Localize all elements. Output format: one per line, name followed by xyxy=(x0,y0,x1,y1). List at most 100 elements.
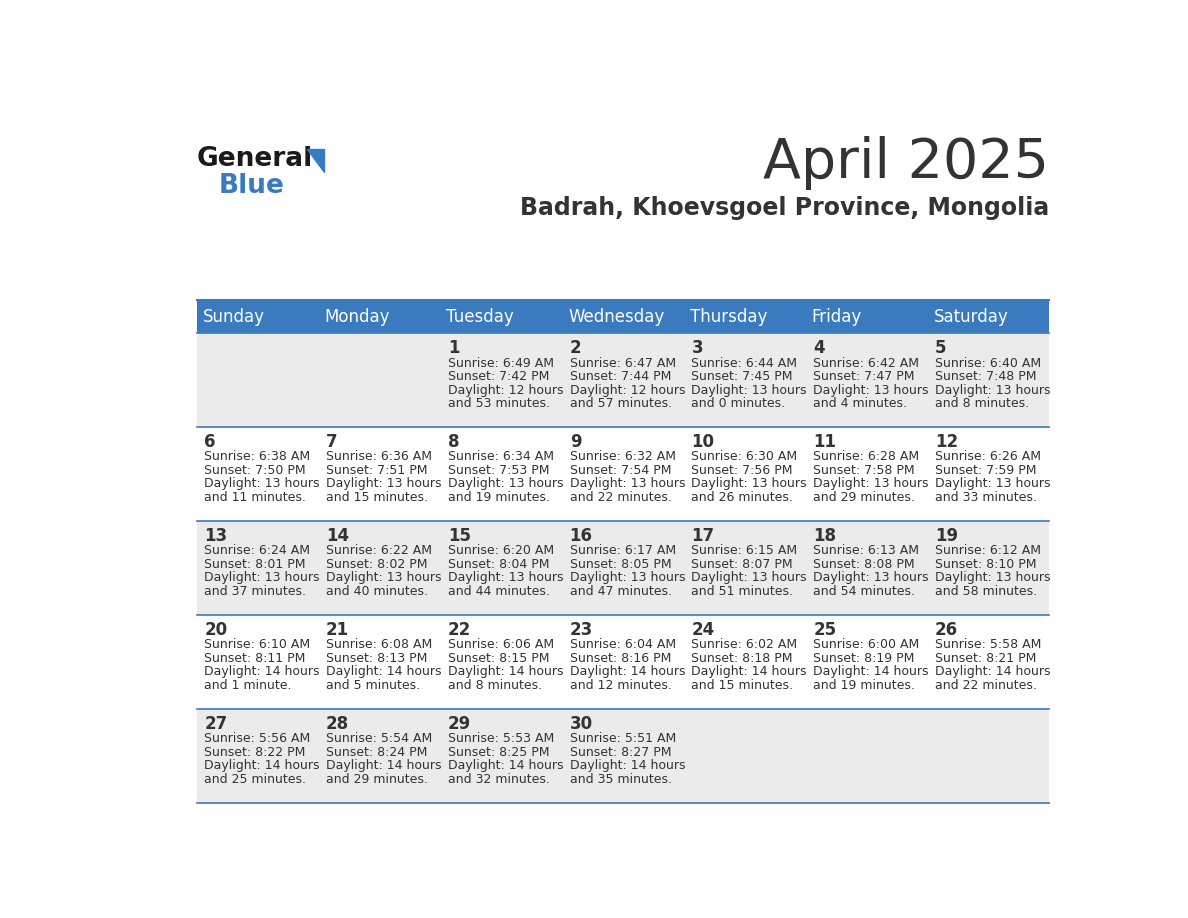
Text: 30: 30 xyxy=(570,714,593,733)
Text: Friday: Friday xyxy=(811,308,862,326)
Text: Sunrise: 6:42 AM: Sunrise: 6:42 AM xyxy=(814,356,920,370)
Text: Daylight: 14 hours: Daylight: 14 hours xyxy=(204,666,320,678)
Bar xyxy=(562,428,683,521)
Bar xyxy=(196,710,318,803)
Bar xyxy=(562,710,683,803)
Text: Daylight: 14 hours: Daylight: 14 hours xyxy=(935,666,1050,678)
Text: and 53 minutes.: and 53 minutes. xyxy=(448,397,550,410)
Text: Daylight: 12 hours: Daylight: 12 hours xyxy=(570,384,685,397)
Text: 11: 11 xyxy=(814,432,836,451)
Text: Sunset: 7:45 PM: Sunset: 7:45 PM xyxy=(691,370,792,383)
Text: Sunrise: 6:36 AM: Sunrise: 6:36 AM xyxy=(326,451,432,464)
Text: 3: 3 xyxy=(691,339,703,357)
Text: 5: 5 xyxy=(935,339,947,357)
Text: and 11 minutes.: and 11 minutes. xyxy=(204,491,307,504)
Text: and 57 minutes.: and 57 minutes. xyxy=(570,397,671,410)
Text: Blue: Blue xyxy=(219,174,284,199)
Text: Sunrise: 6:22 AM: Sunrise: 6:22 AM xyxy=(326,544,432,557)
Bar xyxy=(440,299,562,333)
Text: 18: 18 xyxy=(814,527,836,544)
Text: and 22 minutes.: and 22 minutes. xyxy=(570,491,671,504)
Text: Sunrise: 6:06 AM: Sunrise: 6:06 AM xyxy=(448,638,554,652)
Text: Sunrise: 5:53 AM: Sunrise: 5:53 AM xyxy=(448,733,554,745)
Text: Sunrise: 6:04 AM: Sunrise: 6:04 AM xyxy=(570,638,676,652)
Text: Sunset: 7:47 PM: Sunset: 7:47 PM xyxy=(814,370,915,383)
Text: Monday: Monday xyxy=(324,308,390,326)
Text: and 58 minutes.: and 58 minutes. xyxy=(935,585,1037,598)
Bar xyxy=(805,710,928,803)
Text: Daylight: 13 hours: Daylight: 13 hours xyxy=(814,571,929,585)
Text: Sunrise: 6:47 AM: Sunrise: 6:47 AM xyxy=(570,356,676,370)
Text: Sunrise: 6:26 AM: Sunrise: 6:26 AM xyxy=(935,451,1041,464)
Text: 26: 26 xyxy=(935,621,959,639)
Text: and 35 minutes.: and 35 minutes. xyxy=(570,773,671,786)
Text: Thursday: Thursday xyxy=(690,308,767,326)
Text: 7: 7 xyxy=(326,432,337,451)
Text: 25: 25 xyxy=(814,621,836,639)
Text: Sunrise: 6:17 AM: Sunrise: 6:17 AM xyxy=(570,544,676,557)
Text: Sunset: 8:01 PM: Sunset: 8:01 PM xyxy=(204,558,305,571)
Bar xyxy=(196,333,318,428)
Text: Sunrise: 6:20 AM: Sunrise: 6:20 AM xyxy=(448,544,554,557)
Text: Sunrise: 5:56 AM: Sunrise: 5:56 AM xyxy=(204,733,310,745)
Bar xyxy=(928,333,1049,428)
Text: Daylight: 13 hours: Daylight: 13 hours xyxy=(326,571,442,585)
Text: 2: 2 xyxy=(570,339,581,357)
Bar xyxy=(805,428,928,521)
Text: 19: 19 xyxy=(935,527,959,544)
Bar xyxy=(562,333,683,428)
Text: Sunset: 7:54 PM: Sunset: 7:54 PM xyxy=(570,464,671,477)
Text: Sunrise: 6:10 AM: Sunrise: 6:10 AM xyxy=(204,638,310,652)
Bar xyxy=(562,521,683,615)
Text: Sunrise: 6:32 AM: Sunrise: 6:32 AM xyxy=(570,451,676,464)
Bar xyxy=(440,710,562,803)
Text: Sunset: 8:05 PM: Sunset: 8:05 PM xyxy=(570,558,671,571)
Text: Daylight: 14 hours: Daylight: 14 hours xyxy=(570,759,685,772)
Text: Sunset: 8:16 PM: Sunset: 8:16 PM xyxy=(570,652,671,665)
Text: Badrah, Khoevsgoel Province, Mongolia: Badrah, Khoevsgoel Province, Mongolia xyxy=(520,196,1049,219)
Text: Wednesday: Wednesday xyxy=(568,308,664,326)
Bar xyxy=(805,333,928,428)
Text: Sunrise: 6:13 AM: Sunrise: 6:13 AM xyxy=(814,544,920,557)
Text: 29: 29 xyxy=(448,714,472,733)
Bar xyxy=(440,615,562,710)
Text: and 54 minutes.: and 54 minutes. xyxy=(814,585,915,598)
Text: Daylight: 13 hours: Daylight: 13 hours xyxy=(691,477,807,490)
Bar xyxy=(805,615,928,710)
Text: Sunrise: 6:15 AM: Sunrise: 6:15 AM xyxy=(691,544,797,557)
Text: Daylight: 14 hours: Daylight: 14 hours xyxy=(326,666,442,678)
Text: Sunset: 8:21 PM: Sunset: 8:21 PM xyxy=(935,652,1036,665)
Text: Sunset: 8:11 PM: Sunset: 8:11 PM xyxy=(204,652,305,665)
Text: Daylight: 14 hours: Daylight: 14 hours xyxy=(448,759,563,772)
Text: Sunrise: 6:49 AM: Sunrise: 6:49 AM xyxy=(448,356,554,370)
Text: Sunrise: 5:51 AM: Sunrise: 5:51 AM xyxy=(570,733,676,745)
Bar xyxy=(318,428,440,521)
Text: Sunset: 7:56 PM: Sunset: 7:56 PM xyxy=(691,464,792,477)
Text: 4: 4 xyxy=(814,339,824,357)
Bar xyxy=(683,428,805,521)
Text: Saturday: Saturday xyxy=(934,308,1009,326)
Text: Sunset: 8:19 PM: Sunset: 8:19 PM xyxy=(814,652,915,665)
Text: Sunrise: 6:40 AM: Sunrise: 6:40 AM xyxy=(935,356,1041,370)
Text: Sunset: 8:04 PM: Sunset: 8:04 PM xyxy=(448,558,549,571)
Text: Sunset: 7:50 PM: Sunset: 7:50 PM xyxy=(204,464,307,477)
Text: and 26 minutes.: and 26 minutes. xyxy=(691,491,794,504)
Text: Daylight: 12 hours: Daylight: 12 hours xyxy=(448,384,563,397)
Text: Tuesday: Tuesday xyxy=(447,308,514,326)
Text: Sunset: 8:15 PM: Sunset: 8:15 PM xyxy=(448,652,549,665)
Bar xyxy=(683,710,805,803)
Text: Daylight: 14 hours: Daylight: 14 hours xyxy=(326,759,442,772)
Text: Sunset: 8:18 PM: Sunset: 8:18 PM xyxy=(691,652,792,665)
Text: and 12 minutes.: and 12 minutes. xyxy=(570,678,671,692)
Bar xyxy=(562,615,683,710)
Text: 1: 1 xyxy=(448,339,460,357)
Bar xyxy=(928,521,1049,615)
Text: and 15 minutes.: and 15 minutes. xyxy=(326,491,428,504)
Bar xyxy=(440,521,562,615)
Text: Daylight: 13 hours: Daylight: 13 hours xyxy=(448,477,563,490)
Text: Sunset: 7:53 PM: Sunset: 7:53 PM xyxy=(448,464,549,477)
Text: Daylight: 13 hours: Daylight: 13 hours xyxy=(691,384,807,397)
Text: Daylight: 13 hours: Daylight: 13 hours xyxy=(204,571,320,585)
Text: 14: 14 xyxy=(326,527,349,544)
Text: Sunrise: 6:34 AM: Sunrise: 6:34 AM xyxy=(448,451,554,464)
